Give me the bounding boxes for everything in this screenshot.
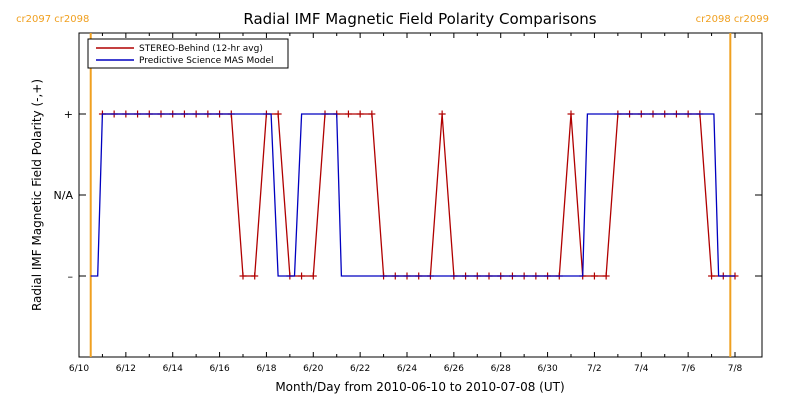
y-tick-label: – [68, 270, 74, 283]
plot-area [78, 32, 763, 358]
y-tick-label: + [64, 108, 73, 121]
x-tick-label: 6/14 [163, 364, 183, 374]
series-layer [90, 110, 739, 280]
x-axis-label: Month/Day from 2010-06-10 to 2010-07-08 … [275, 380, 564, 394]
x-tick-label: 7/2 [587, 364, 601, 374]
x-axis: 6/10 6/12 6/14 6/16 6/18 6/20 6/22 6/24 6/26 6/28… [69, 33, 743, 374]
x-tick-label: 6/28 [491, 364, 511, 374]
data-point [708, 272, 716, 280]
x-tick-label: 6/20 [303, 364, 323, 374]
x-tick-label: 6/16 [209, 364, 229, 374]
series-line-stereo [102, 113, 735, 277]
x-tick-label: 7/8 [728, 364, 743, 374]
x-tick-label: 7/4 [634, 364, 649, 374]
data-point [567, 110, 575, 118]
data-point [590, 272, 598, 280]
data-point [274, 110, 282, 118]
y-tick-label: N/A [54, 189, 74, 202]
data-point [251, 272, 259, 280]
x-tick-label: 7/6 [681, 364, 696, 374]
carrington-markers: cr2097 cr2098 cr2098 cr2099 [16, 14, 769, 357]
data-point [239, 272, 247, 280]
data-point [309, 272, 317, 280]
carrington-label: cr2097 cr2098 [16, 14, 89, 25]
x-tick-label: 6/26 [444, 364, 464, 374]
x-tick-label: 6/30 [537, 364, 557, 374]
legend-label-stereo: STEREO-Behind (12-hr avg) [139, 44, 263, 54]
x-tick-label: 6/10 [69, 364, 89, 374]
x-tick-label: 6/24 [397, 364, 417, 374]
data-point [298, 272, 306, 280]
carrington-label: cr2098 cr2099 [696, 14, 769, 25]
data-point [438, 110, 446, 118]
legend-box [87, 38, 289, 69]
legend-label-mas: Predictive Science MAS Model [139, 56, 274, 66]
data-point [356, 110, 364, 118]
data-point [602, 272, 610, 280]
x-tick-label: 6/22 [350, 364, 370, 374]
x-tick-label: 6/18 [256, 364, 276, 374]
y-axis-label: Radial IMF Magnetic Field Polarity (-,+) [30, 79, 44, 311]
chart-title: Radial IMF Magnetic Field Polarity Compa… [243, 10, 596, 28]
data-point [344, 110, 352, 118]
data-point [368, 110, 376, 118]
y-axis: + N/A – [54, 108, 762, 283]
series-line-mas [90, 113, 735, 277]
legend: STEREO-Behind (12-hr avg) Predictive Sci… [87, 38, 289, 69]
x-tick-label: 6/12 [116, 364, 136, 374]
